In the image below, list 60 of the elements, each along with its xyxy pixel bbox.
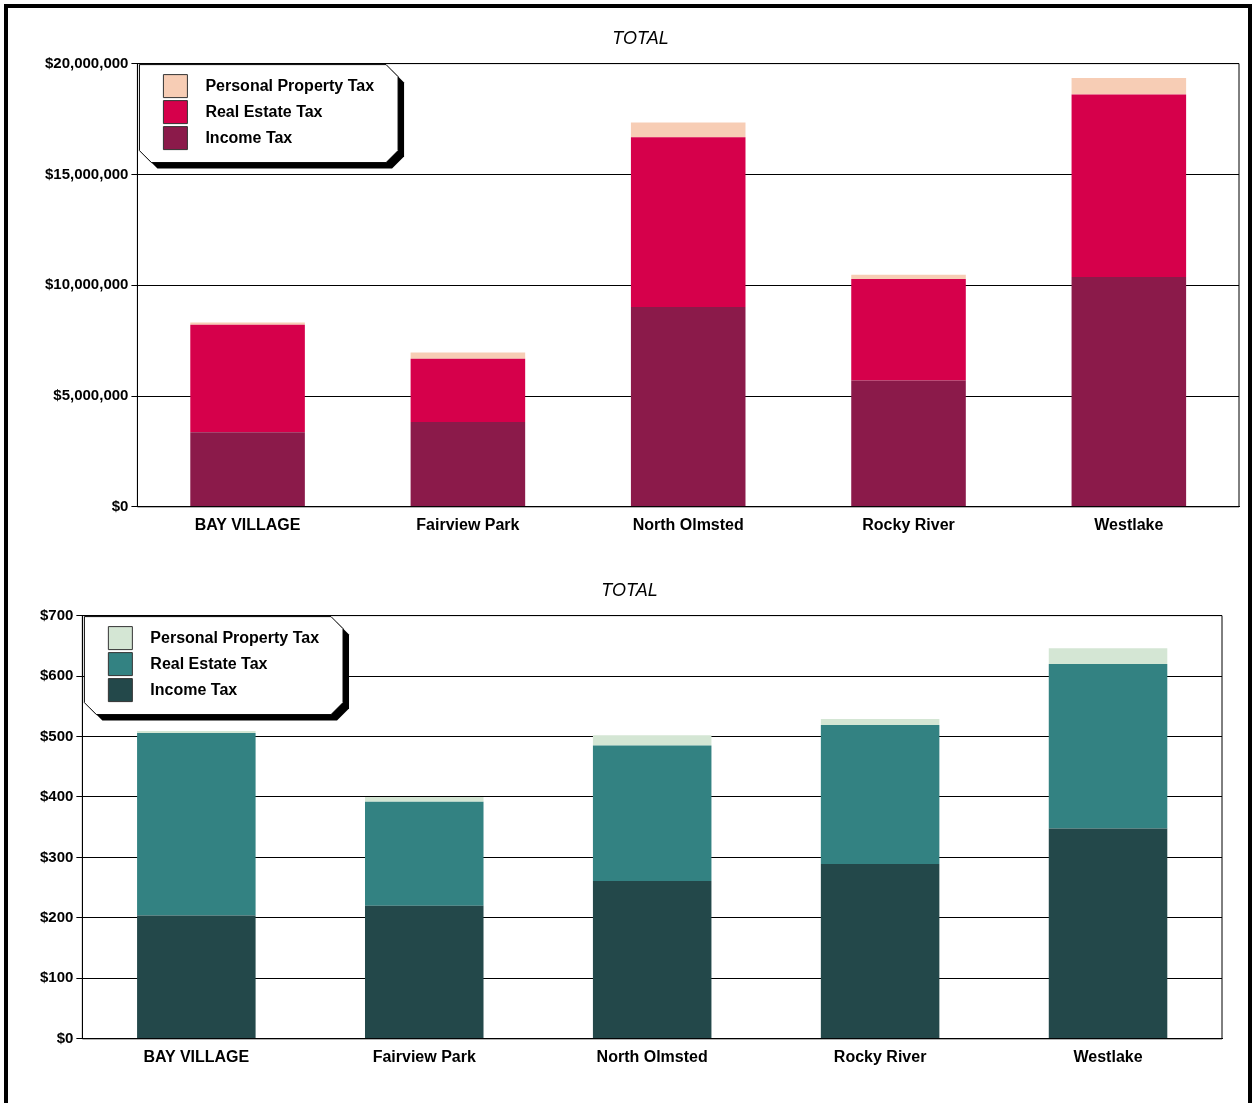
bar [137,732,256,916]
bar [851,279,966,381]
bar [190,432,305,507]
y-tick-label: $0 [56,1028,74,1046]
bar [1071,78,1187,95]
x-tick-label: Fairview Park [416,515,520,533]
legend-label: Income Tax [205,129,293,147]
bar [1048,828,1168,1039]
bar [630,122,746,138]
legend-label: Personal Property Tax [150,629,320,647]
x-tick-label: North Olmsted [596,1047,708,1065]
legend-label: Real Estate Tax [205,103,323,121]
x-tick-label: Rocky River [833,1047,927,1065]
legend-label: Real Estate Tax [150,655,268,673]
bar [592,745,712,882]
bar [190,324,305,433]
bar [410,352,526,359]
bar [365,796,484,802]
bar [1048,663,1168,829]
y-tick-label: $100 [39,968,74,986]
bar [1071,94,1187,277]
y-tick-label: $5,000,000 [53,386,129,404]
bar [820,725,940,865]
x-tick-label: BAY VILLAGE [143,1047,250,1065]
x-tick-label: Westlake [1073,1047,1143,1065]
bar [592,881,712,1039]
legend-label: Personal Property Tax [205,77,375,95]
y-tick-label: $200 [39,908,74,926]
y-tick-label: $300 [39,847,74,865]
bar [820,718,940,726]
x-tick-label: Fairview Park [372,1047,476,1065]
bar [410,421,526,507]
x-tick-label: Westlake [1094,515,1164,533]
bar [365,801,484,906]
y-tick-label: $20,000,000 [44,53,129,71]
bar [410,358,526,422]
legend-label: Income Tax [150,681,238,699]
chart-title: TOTAL [612,27,669,48]
x-tick-label: North Olmsted [632,515,744,533]
bar [630,137,746,307]
bar [820,864,940,1039]
bar [1048,648,1168,664]
bar [592,735,712,746]
bar [851,274,966,279]
bar [1071,277,1187,507]
y-tick-label: $700 [39,605,74,623]
y-tick-label: $400 [39,787,74,805]
bar [630,306,746,507]
bar [190,322,305,325]
bar [851,380,966,507]
y-tick-label: $15,000,000 [44,164,129,182]
bar [365,905,484,1039]
bar [137,915,256,1039]
y-tick-label: $0 [111,496,129,514]
y-tick-label: $500 [39,726,74,744]
x-tick-label: Rocky River [862,515,955,533]
x-tick-label: BAY VILLAGE [194,515,301,533]
y-tick-label: $10,000,000 [44,275,129,293]
chart-title: TOTAL [601,579,658,600]
y-tick-label: $600 [39,666,74,684]
